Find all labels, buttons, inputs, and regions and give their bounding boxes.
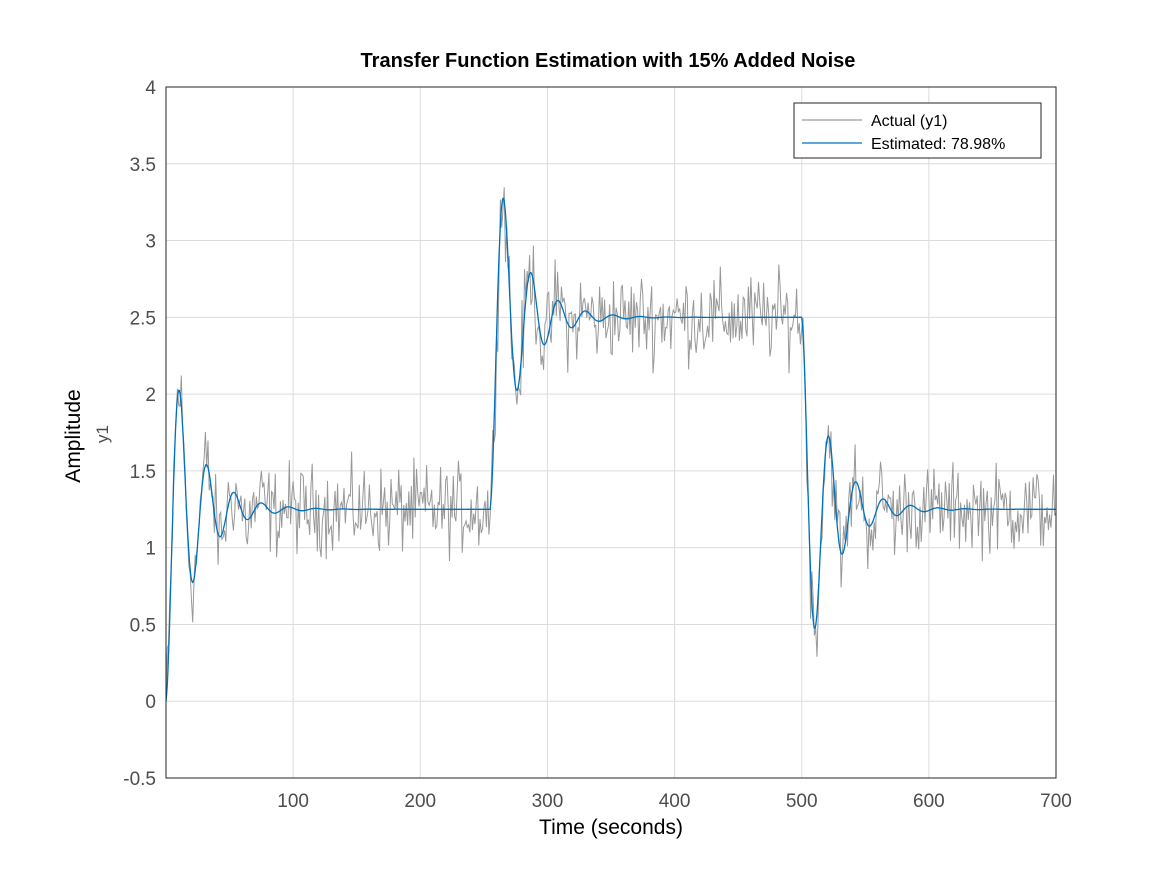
y-tick-labels: -0.5 0 0.5 1 1.5 2 2.5 3 3.5 4: [123, 78, 156, 790]
y-tick-label: 1.5: [130, 462, 156, 483]
y-tick-label: 2.5: [130, 308, 156, 329]
x-tick-label: 500: [786, 791, 818, 812]
axes-frame: [165, 86, 1057, 779]
x-tick-label: 200: [404, 791, 436, 812]
axes-background: [166, 87, 1056, 778]
series-line-actual: [165, 187, 1057, 698]
x-tick-label: 600: [913, 791, 945, 812]
x-axis-label: Time (seconds): [539, 816, 683, 839]
y-tick-label: 4: [145, 78, 156, 99]
y-tick-label: -0.5: [123, 769, 156, 790]
y-tick-label: 2: [145, 385, 156, 406]
series-layer: [165, 187, 1057, 702]
y-axis-sublabel: y1: [93, 425, 112, 443]
y-tick-label: 0: [145, 692, 156, 713]
x-tick-label: 100: [277, 791, 309, 812]
y-tick-label: 3.5: [130, 155, 156, 176]
x-tick-label: 300: [532, 791, 564, 812]
legend-box: [793, 102, 1042, 159]
plot-area: [165, 86, 1057, 779]
legend: Actual (y1) Estimated: 78.98%: [793, 102, 1042, 159]
x-tick-labels: 100 200 300 400 500 600 700: [277, 791, 1072, 812]
series-line-estimated: [165, 197, 1056, 702]
y-tick-label: 0.5: [130, 615, 156, 636]
x-tick-label: 700: [1040, 791, 1072, 812]
y-axis-label: Amplitude: [62, 389, 85, 482]
y-tick-label: 3: [145, 232, 156, 253]
chart-title: Transfer Function Estimation with 15% Ad…: [361, 50, 856, 72]
legend-label-estimated: Estimated: 78.98%: [871, 136, 1005, 153]
legend-label-actual: Actual (y1): [871, 113, 947, 130]
x-tick-label: 400: [659, 791, 691, 812]
y-tick-label: 1: [145, 539, 156, 560]
